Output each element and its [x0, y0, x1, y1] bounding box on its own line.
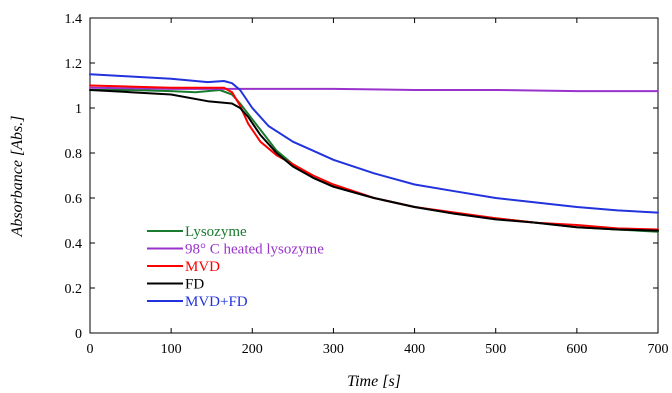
series-line-0: [89, 89, 659, 233]
ticks: [89, 17, 659, 334]
y-tick-label: 0.2: [65, 282, 83, 297]
plot-frame: [89, 17, 659, 334]
x-tick-label: 700: [648, 342, 669, 357]
y-tick-label: 0.8: [65, 147, 83, 162]
y-tick-label: 0: [75, 327, 82, 342]
x-tick-label: 100: [161, 342, 182, 357]
series-lines: [89, 73, 659, 233]
y-tick-label: 1.2: [65, 57, 83, 72]
x-tick-label: 0: [87, 342, 94, 357]
x-axis-label: Time [s]: [347, 373, 401, 390]
series-line-4: [89, 73, 659, 214]
legend-label-0: Lysozyme: [185, 224, 247, 240]
x-tick-label: 300: [323, 342, 344, 357]
series-line-2: [89, 84, 659, 231]
tick-labels: 0 100 200 300 400 500 600 700 0 0.2 0.4 0.6 0.8 1 1.2 1…: [65, 12, 669, 357]
legend-label-3: FD: [185, 277, 204, 293]
series-line-3: [89, 89, 659, 232]
y-axis-label: Absorbance [Abs.]: [9, 116, 26, 238]
x-tick-label: 500: [485, 342, 506, 357]
x-tick-label: 400: [404, 342, 425, 357]
legend-label-4: MVD+FD: [185, 294, 248, 310]
legend-label-2: MVD: [185, 259, 220, 275]
y-tick-label: 0.4: [65, 237, 83, 252]
legend-label-1: 98° C heated lysozyme: [185, 242, 324, 258]
series-line-1: [89, 86, 659, 93]
y-tick-label: 1.4: [65, 12, 83, 27]
y-tick-label: 1: [75, 102, 82, 117]
x-tick-label: 200: [242, 342, 263, 357]
x-tick-label: 600: [566, 342, 587, 357]
y-tick-label: 0.6: [65, 192, 83, 207]
